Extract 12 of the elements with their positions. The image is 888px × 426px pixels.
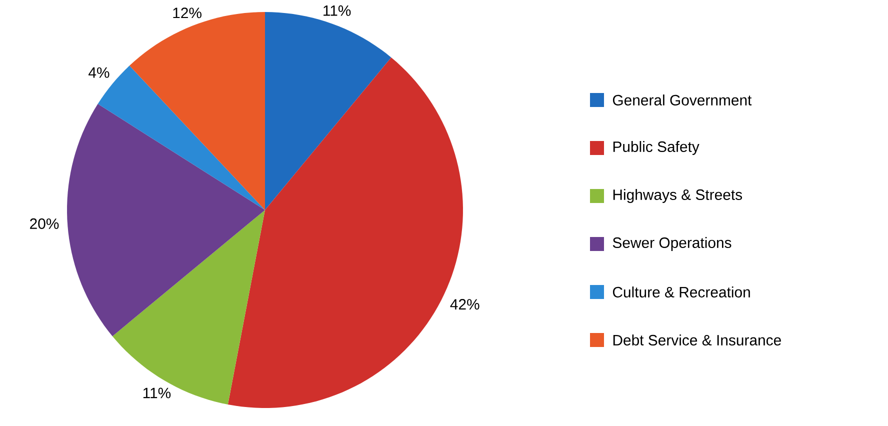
legend-label: Culture & Recreation — [612, 286, 750, 298]
data-label: 20% — [30, 218, 59, 229]
data-label: 4% — [88, 67, 110, 78]
legend-label: Sewer Operations — [612, 237, 732, 251]
data-label: 42% — [450, 299, 480, 310]
data-label: 12% — [173, 8, 202, 18]
legend-label: Highways & Streets — [613, 189, 742, 203]
legend-label: General Government — [612, 94, 752, 106]
legend-label: Public Safety — [613, 141, 700, 155]
data-label: 11% — [143, 388, 171, 398]
legend-label: Debt Service & Insurance — [613, 334, 781, 346]
data-label: 11% — [324, 5, 351, 16]
